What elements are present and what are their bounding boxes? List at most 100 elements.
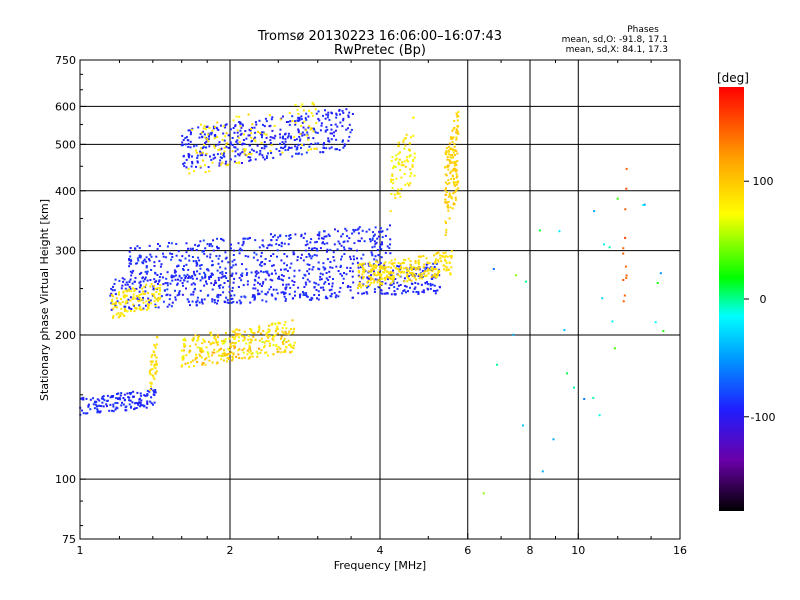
data-point [127, 396, 130, 399]
data-point [276, 249, 279, 252]
data-point [209, 275, 212, 278]
data-point [444, 251, 447, 254]
data-point [204, 358, 206, 361]
data-point [129, 393, 132, 396]
data-point [129, 247, 132, 249]
data-point [163, 289, 166, 292]
data-point [376, 249, 379, 251]
data-point [129, 406, 132, 409]
data-point [454, 196, 457, 199]
data-point [616, 197, 619, 200]
data-point [331, 282, 334, 285]
data-point [254, 131, 257, 134]
data-point [268, 288, 271, 291]
data-point [182, 338, 185, 341]
data-point [281, 330, 284, 333]
data-point [239, 129, 242, 132]
data-point [335, 116, 338, 119]
data-point [214, 134, 217, 136]
data-point [435, 258, 437, 261]
data-point [138, 286, 141, 289]
data-point [236, 131, 239, 134]
data-point [363, 271, 366, 274]
data-point [190, 361, 192, 364]
data-point [239, 333, 242, 336]
data-point [454, 190, 457, 193]
data-point [357, 292, 360, 295]
data-point [256, 289, 259, 292]
data-point [357, 239, 360, 242]
data-point [336, 248, 339, 251]
data-point [332, 278, 334, 280]
data-point [313, 127, 315, 130]
data-point [449, 172, 452, 175]
data-point [140, 271, 143, 274]
data-point [301, 134, 304, 137]
data-point [297, 129, 300, 132]
data-point [196, 154, 199, 157]
data-point [262, 330, 265, 332]
data-point [191, 359, 194, 362]
data-point [339, 286, 342, 289]
data-point [191, 155, 193, 158]
data-point [455, 164, 458, 167]
y-tick-label: 750 [55, 54, 76, 67]
data-point [182, 268, 184, 270]
data-point [284, 299, 287, 302]
data-point [411, 165, 414, 168]
data-point [338, 109, 341, 112]
data-point [285, 283, 288, 286]
data-point [207, 340, 210, 343]
data-point [248, 346, 251, 349]
data-point [449, 170, 452, 173]
data-point [428, 269, 431, 272]
data-point [397, 262, 400, 265]
data-point [232, 345, 235, 347]
data-point [232, 353, 235, 356]
data-point [286, 269, 289, 272]
data-point [449, 255, 452, 257]
data-point [339, 266, 342, 268]
data-point [144, 290, 147, 293]
data-point [181, 282, 184, 284]
data-point [408, 184, 411, 187]
data-point [204, 273, 207, 276]
data-point [220, 358, 223, 361]
data-point [142, 280, 145, 283]
data-point [346, 235, 349, 238]
data-point [223, 282, 226, 284]
data-point [445, 191, 448, 193]
data-point [302, 126, 305, 129]
data-point [284, 149, 287, 152]
data-point [444, 181, 447, 184]
data-point [232, 249, 235, 252]
data-point [143, 405, 146, 408]
data-point [558, 230, 561, 233]
data-point [338, 242, 341, 245]
data-point [443, 268, 446, 271]
data-point [305, 151, 308, 154]
data-point [373, 233, 376, 236]
data-point [283, 146, 286, 149]
data-point [225, 145, 228, 148]
data-point [140, 394, 143, 397]
data-point [288, 330, 291, 333]
data-point [351, 232, 354, 235]
data-point [213, 301, 216, 304]
data-point [159, 273, 162, 276]
data-point [300, 253, 303, 256]
data-point [154, 287, 157, 290]
data-point [232, 264, 235, 267]
y-tick-label: 200 [55, 329, 76, 342]
data-point [222, 291, 225, 294]
data-point [454, 149, 456, 152]
data-point [656, 281, 659, 284]
data-point [271, 279, 274, 282]
data-point [114, 402, 117, 404]
data-point [390, 275, 392, 278]
data-point [143, 278, 146, 281]
data-point [308, 272, 310, 275]
data-point [411, 164, 414, 167]
data-point [208, 126, 211, 129]
data-point [171, 256, 174, 258]
